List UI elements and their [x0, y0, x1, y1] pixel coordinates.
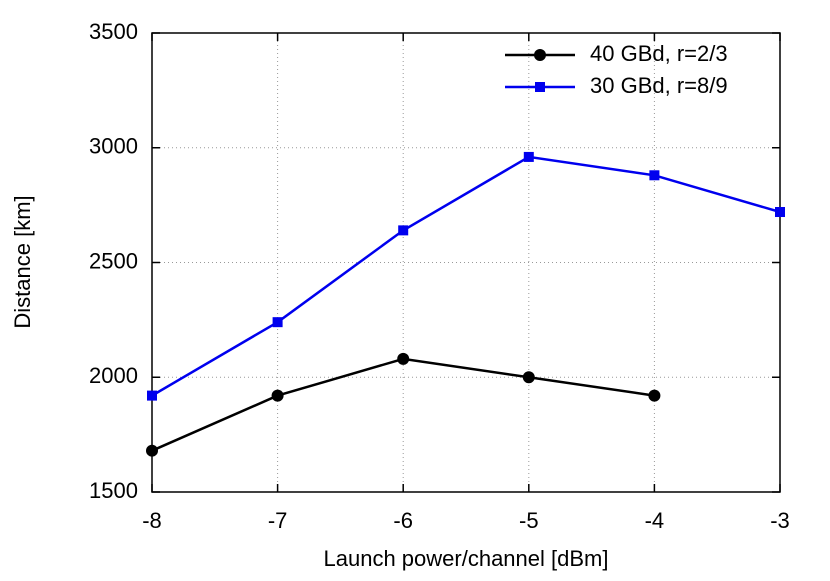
data-point: [648, 389, 661, 402]
y-tick-label: 1500: [89, 478, 138, 503]
data-point: [522, 371, 535, 384]
legend-marker: [535, 82, 545, 92]
x-axis-label: Launch power/channel [dBm]: [324, 546, 609, 571]
legend-label: 40 GBd, r=2/3: [590, 41, 728, 66]
y-tick-label: 3000: [89, 134, 138, 159]
y-tick-label: 2000: [89, 363, 138, 388]
data-point: [146, 444, 158, 457]
data-point: [523, 151, 534, 162]
data-point: [271, 389, 284, 402]
data-point: [775, 207, 785, 218]
y-axis-label: Distance [km]: [10, 195, 35, 328]
y-tick-label: 2500: [89, 248, 138, 273]
y-tick-label: 3500: [89, 19, 138, 44]
x-tick-label: -5: [519, 508, 539, 533]
x-tick-label: -3: [770, 508, 790, 533]
series-line: [151, 155, 781, 397]
x-tick-label: -7: [268, 508, 288, 533]
series-line: [151, 357, 655, 452]
data-point: [398, 225, 409, 236]
x-tick-label: -8: [142, 508, 162, 533]
legend-marker: [534, 49, 546, 61]
data-point: [272, 317, 283, 328]
x-tick-label: -4: [645, 508, 665, 533]
data-point: [397, 352, 410, 365]
x-tick-label: -6: [393, 508, 413, 533]
data-point: [147, 390, 157, 401]
legend-label: 30 GBd, r=8/9: [590, 73, 728, 98]
plot-frame: [151, 32, 781, 493]
data-point: [649, 170, 660, 181]
